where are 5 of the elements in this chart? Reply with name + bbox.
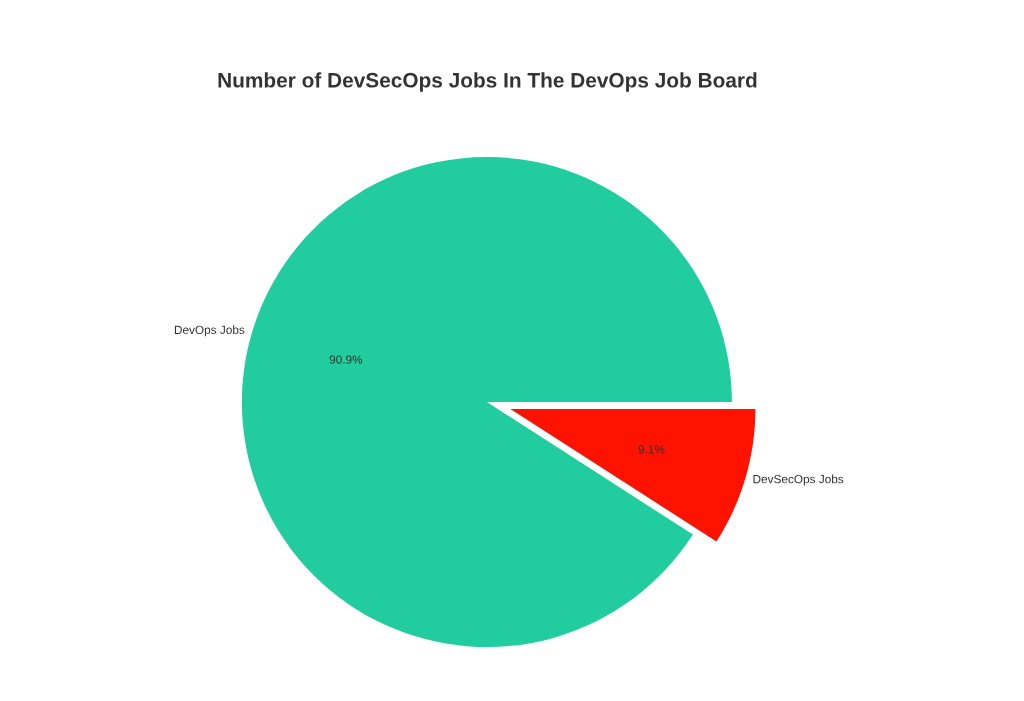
slice-label: DevSecOps Jobs xyxy=(753,474,844,486)
slice-label: DevOps Jobs xyxy=(174,325,245,337)
data-label: 9.1% xyxy=(638,445,665,454)
chart-title: Number of DevSecOps Jobs In The DevOps Job Board xyxy=(218,72,757,92)
data-label: 90.9% xyxy=(329,355,363,364)
